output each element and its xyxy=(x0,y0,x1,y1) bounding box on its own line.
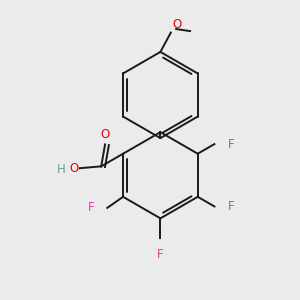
Text: F: F xyxy=(157,248,164,260)
Text: O: O xyxy=(100,128,110,141)
Text: O: O xyxy=(69,162,78,175)
Text: F: F xyxy=(227,138,234,151)
Text: F: F xyxy=(227,200,234,213)
Text: O: O xyxy=(172,18,182,31)
Text: F: F xyxy=(88,201,94,214)
Text: H: H xyxy=(57,163,66,176)
